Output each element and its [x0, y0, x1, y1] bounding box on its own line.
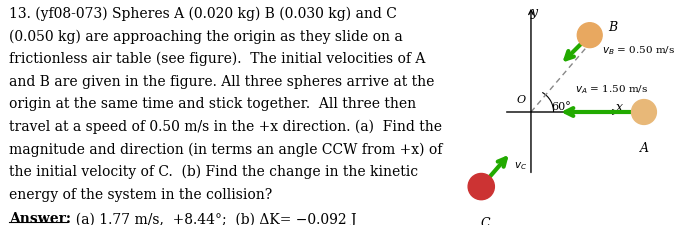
- Text: the initial velocity of C.  (b) Find the change in the kinetic: the initial velocity of C. (b) Find the …: [9, 164, 418, 179]
- Circle shape: [577, 24, 602, 48]
- Text: $v_B$ = 0.50 m/s: $v_B$ = 0.50 m/s: [602, 44, 675, 57]
- Text: C: C: [481, 216, 491, 225]
- Text: (a) 1.77 m/s,  +8.44°;  (b) ΔK= −0.092 J: (a) 1.77 m/s, +8.44°; (b) ΔK= −0.092 J: [68, 212, 357, 225]
- Text: 60°: 60°: [551, 102, 571, 112]
- Text: origin at the same time and stick together.  All three then: origin at the same time and stick togeth…: [9, 97, 415, 111]
- Text: B: B: [608, 20, 617, 34]
- Text: energy of the system in the collision?: energy of the system in the collision?: [9, 187, 272, 201]
- Text: (0.050 kg) are approaching the origin as they slide on a: (0.050 kg) are approaching the origin as…: [9, 29, 402, 44]
- Text: $v_C$: $v_C$: [514, 160, 527, 171]
- Text: y: y: [531, 6, 538, 19]
- Text: Answer:: Answer:: [9, 212, 71, 225]
- Circle shape: [468, 174, 495, 200]
- Text: O: O: [516, 95, 525, 105]
- Text: $v_A$ = 1.50 m/s: $v_A$ = 1.50 m/s: [575, 83, 648, 96]
- Text: and B are given in the figure. All three spheres arrive at the: and B are given in the figure. All three…: [9, 74, 434, 88]
- Text: 13. (yf08-073) Spheres A (0.020 kg) B (0.030 kg) and C: 13. (yf08-073) Spheres A (0.020 kg) B (0…: [9, 7, 397, 21]
- Text: travel at a speed of 0.50 m/s in the +x direction. (a)  Find the: travel at a speed of 0.50 m/s in the +x …: [9, 119, 442, 134]
- Text: A: A: [639, 142, 648, 155]
- Text: frictionless air table (see figure).  The initial velocities of A: frictionless air table (see figure). The…: [9, 52, 425, 66]
- Text: x: x: [616, 100, 623, 113]
- Circle shape: [632, 100, 657, 125]
- Text: magnitude and direction (in terms an angle CCW from +x) of: magnitude and direction (in terms an ang…: [9, 142, 442, 156]
